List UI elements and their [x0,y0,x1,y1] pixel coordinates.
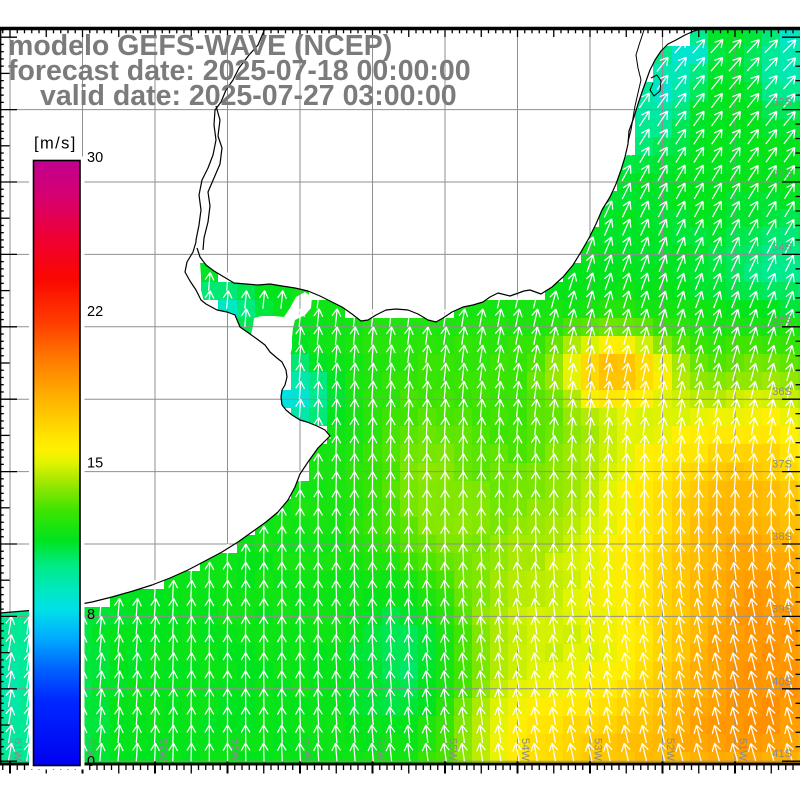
svg-text:53W: 53W [592,738,604,761]
svg-text:38S: 38S [772,531,792,543]
svg-text:30: 30 [87,150,103,166]
svg-text:55W: 55W [447,738,459,761]
svg-text:39S: 39S [772,603,792,615]
svg-text:8: 8 [87,607,95,623]
svg-text:37S: 37S [772,459,792,471]
svg-text:51W: 51W [737,738,749,761]
svg-text:60W: 60W [84,738,96,761]
svg-text:58W: 58W [229,738,241,761]
svg-text:[m/s]: [m/s] [34,135,77,153]
svg-text:15: 15 [87,456,103,472]
svg-text:36S: 36S [772,386,792,398]
svg-text:34S: 34S [772,241,792,253]
svg-text:54W: 54W [519,738,531,761]
svg-text:32S: 32S [772,97,792,109]
svg-text:forecast date: 2025-07-18 00:0: forecast date: 2025-07-18 00:00:00 [8,55,471,87]
svg-text:valid date: 2025-07-27 03:00:0: valid date: 2025-07-27 03:00:00 [40,80,457,112]
svg-text:61W: 61W [12,738,24,761]
svg-text:33S: 33S [772,169,792,181]
svg-text:52W: 52W [664,738,676,761]
svg-text:41S: 41S [772,748,792,760]
svg-text:57W: 57W [302,738,314,761]
svg-text:40S: 40S [772,676,792,688]
svg-text:0: 0 [87,754,95,770]
svg-text:22: 22 [87,304,103,320]
svg-text:modelo GEFS-WAVE (NCEP): modelo GEFS-WAVE (NCEP) [8,30,392,62]
svg-text:56W: 56W [374,738,386,761]
svg-text:35S: 35S [772,314,792,326]
svg-text:59W: 59W [157,738,169,761]
